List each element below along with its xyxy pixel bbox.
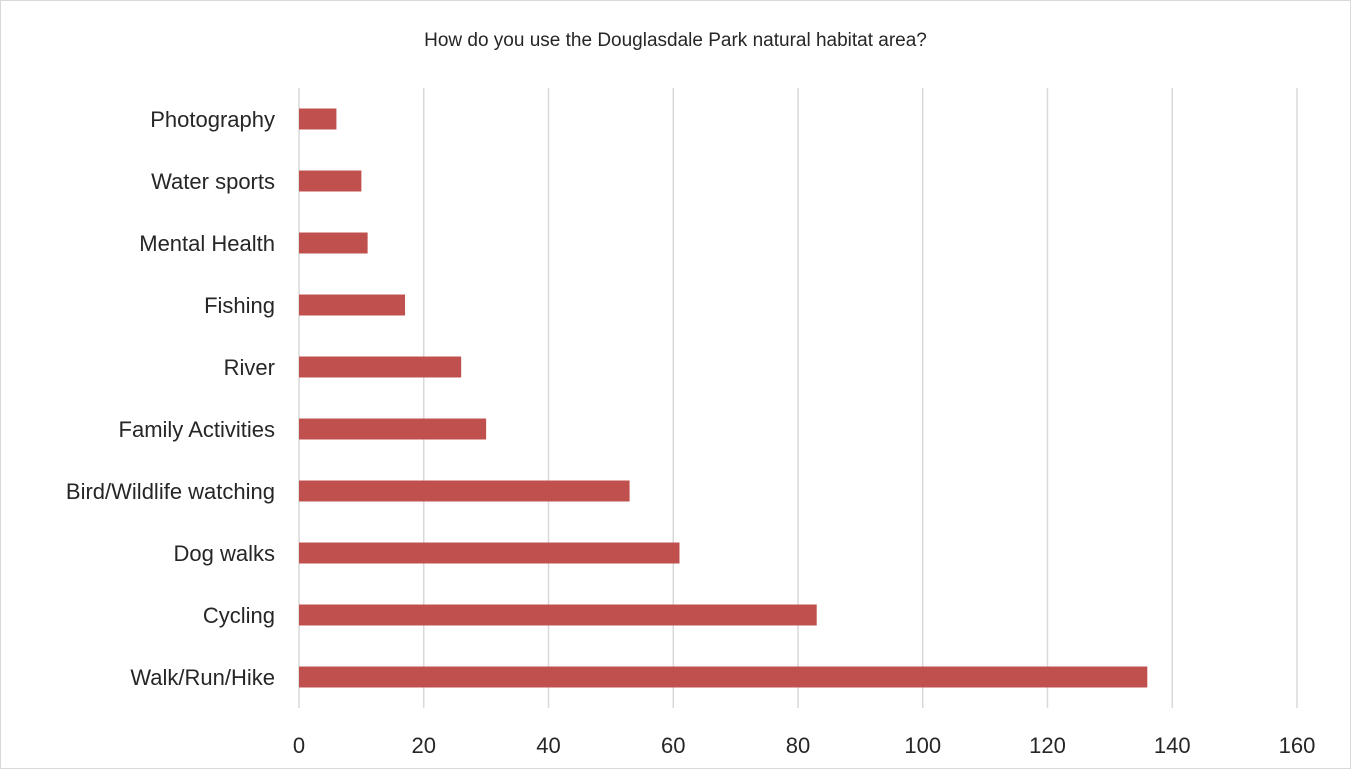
bar bbox=[299, 170, 362, 192]
bar bbox=[299, 356, 462, 378]
category-label: Walk/Run/Hike bbox=[130, 665, 275, 690]
bar bbox=[299, 666, 1148, 688]
category-label: Cycling bbox=[203, 603, 275, 628]
x-tick-label: 40 bbox=[536, 733, 560, 758]
x-tick-label: 140 bbox=[1154, 733, 1191, 758]
category-label: Dog walks bbox=[174, 541, 275, 566]
category-label: Fishing bbox=[204, 293, 275, 318]
bar bbox=[299, 480, 630, 502]
chart-title: How do you use the Douglasdale Park natu… bbox=[424, 30, 927, 51]
bar bbox=[299, 542, 680, 564]
category-label: Mental Health bbox=[139, 231, 275, 256]
category-label: Bird/Wildlife watching bbox=[66, 479, 275, 504]
bar bbox=[299, 418, 487, 440]
x-tick-label: 0 bbox=[293, 733, 305, 758]
bar bbox=[299, 604, 817, 626]
x-tick-label: 80 bbox=[786, 733, 810, 758]
bar bbox=[299, 294, 406, 316]
category-label: Water sports bbox=[151, 169, 275, 194]
category-label: Photography bbox=[150, 107, 275, 132]
bar bbox=[299, 232, 368, 254]
x-tick-label: 120 bbox=[1029, 733, 1066, 758]
x-tick-label: 20 bbox=[412, 733, 436, 758]
category-label: River bbox=[224, 355, 275, 380]
x-axis-tick-labels: 0 20 40 60 80 100 120 140 160 bbox=[293, 733, 1315, 758]
bar bbox=[299, 108, 337, 130]
x-tick-label: 160 bbox=[1279, 733, 1316, 758]
category-label: Family Activities bbox=[119, 417, 275, 442]
category-labels: Walk/Run/Hike Cycling Dog walks Bird/Wildli… bbox=[66, 107, 275, 690]
x-tick-label: 100 bbox=[904, 733, 941, 758]
bars bbox=[299, 108, 1148, 688]
x-tick-label: 60 bbox=[661, 733, 685, 758]
